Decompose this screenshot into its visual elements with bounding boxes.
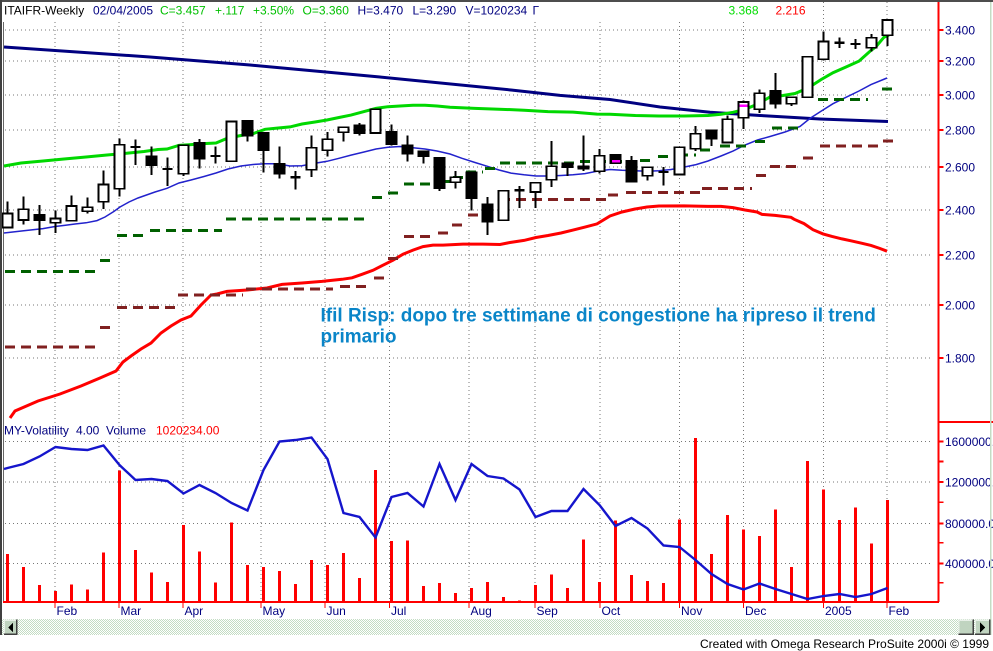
svg-text:Feb: Feb [57, 604, 78, 618]
svg-text:Aug: Aug [471, 604, 492, 618]
svg-text:Jul: Jul [391, 604, 406, 618]
svg-text:O=3.360: O=3.360 [303, 4, 350, 18]
svg-text:1200000.: 1200000. [945, 476, 993, 490]
svg-text:+3.50%: +3.50% [253, 4, 294, 18]
svg-text:800000.0: 800000.0 [945, 517, 993, 531]
svg-text:Apr: Apr [185, 604, 204, 618]
svg-text:V=1020234: V=1020234 [466, 4, 528, 18]
svg-text:ITAIFR-Weekly: ITAIFR-Weekly [4, 4, 84, 18]
svg-text:Oct: Oct [602, 604, 621, 618]
svg-text:Jun: Jun [327, 604, 346, 618]
svg-text:3.000: 3.000 [945, 89, 975, 103]
svg-text:2005: 2005 [825, 604, 852, 618]
svg-text:1.800: 1.800 [945, 352, 975, 366]
svg-text:L=3.290: L=3.290 [413, 4, 457, 18]
svg-text:2.400: 2.400 [945, 204, 975, 218]
svg-text:Nov: Nov [681, 604, 702, 618]
svg-text:C=3.457: C=3.457 [160, 4, 206, 18]
svg-text:3.200: 3.200 [945, 55, 975, 69]
svg-text:MY-Volatility: MY-Volatility [4, 424, 69, 438]
svg-text:Dec: Dec [745, 604, 766, 618]
svg-text:2.600: 2.600 [945, 161, 975, 175]
svg-text:+.117: +.117 [215, 4, 245, 18]
svg-text:May: May [263, 604, 286, 618]
svg-text:2.800: 2.800 [945, 124, 975, 138]
svg-text:3.400: 3.400 [945, 24, 975, 38]
svg-text:Ifil Risp: dopo tre settimane: Ifil Risp: dopo tre settimane di congest… [321, 306, 876, 327]
svg-text:2.000: 2.000 [945, 299, 975, 313]
svg-text:1020234.00: 1020234.00 [156, 424, 220, 438]
svg-text:3.368: 3.368 [729, 4, 759, 18]
svg-text:02/04/2005: 02/04/2005 [93, 4, 153, 18]
svg-text:Volume: Volume [106, 424, 146, 438]
svg-text:2.200: 2.200 [945, 249, 975, 263]
svg-text:H=3.470: H=3.470 [358, 4, 404, 18]
svg-text:Sep: Sep [537, 604, 559, 618]
svg-text:1600000.: 1600000. [945, 435, 993, 449]
svg-text:Mar: Mar [121, 604, 142, 618]
svg-text:Feb: Feb [889, 604, 910, 618]
svg-text:400000.0: 400000.0 [945, 557, 993, 571]
svg-text:primario: primario [321, 327, 397, 348]
svg-text:4.00: 4.00 [76, 424, 100, 438]
svg-text:Γ: Γ [533, 4, 540, 18]
svg-text:2.216: 2.216 [776, 4, 806, 18]
svg-text:Created with Omega Research Pr: Created with Omega Research ProSuite 200… [700, 637, 989, 651]
